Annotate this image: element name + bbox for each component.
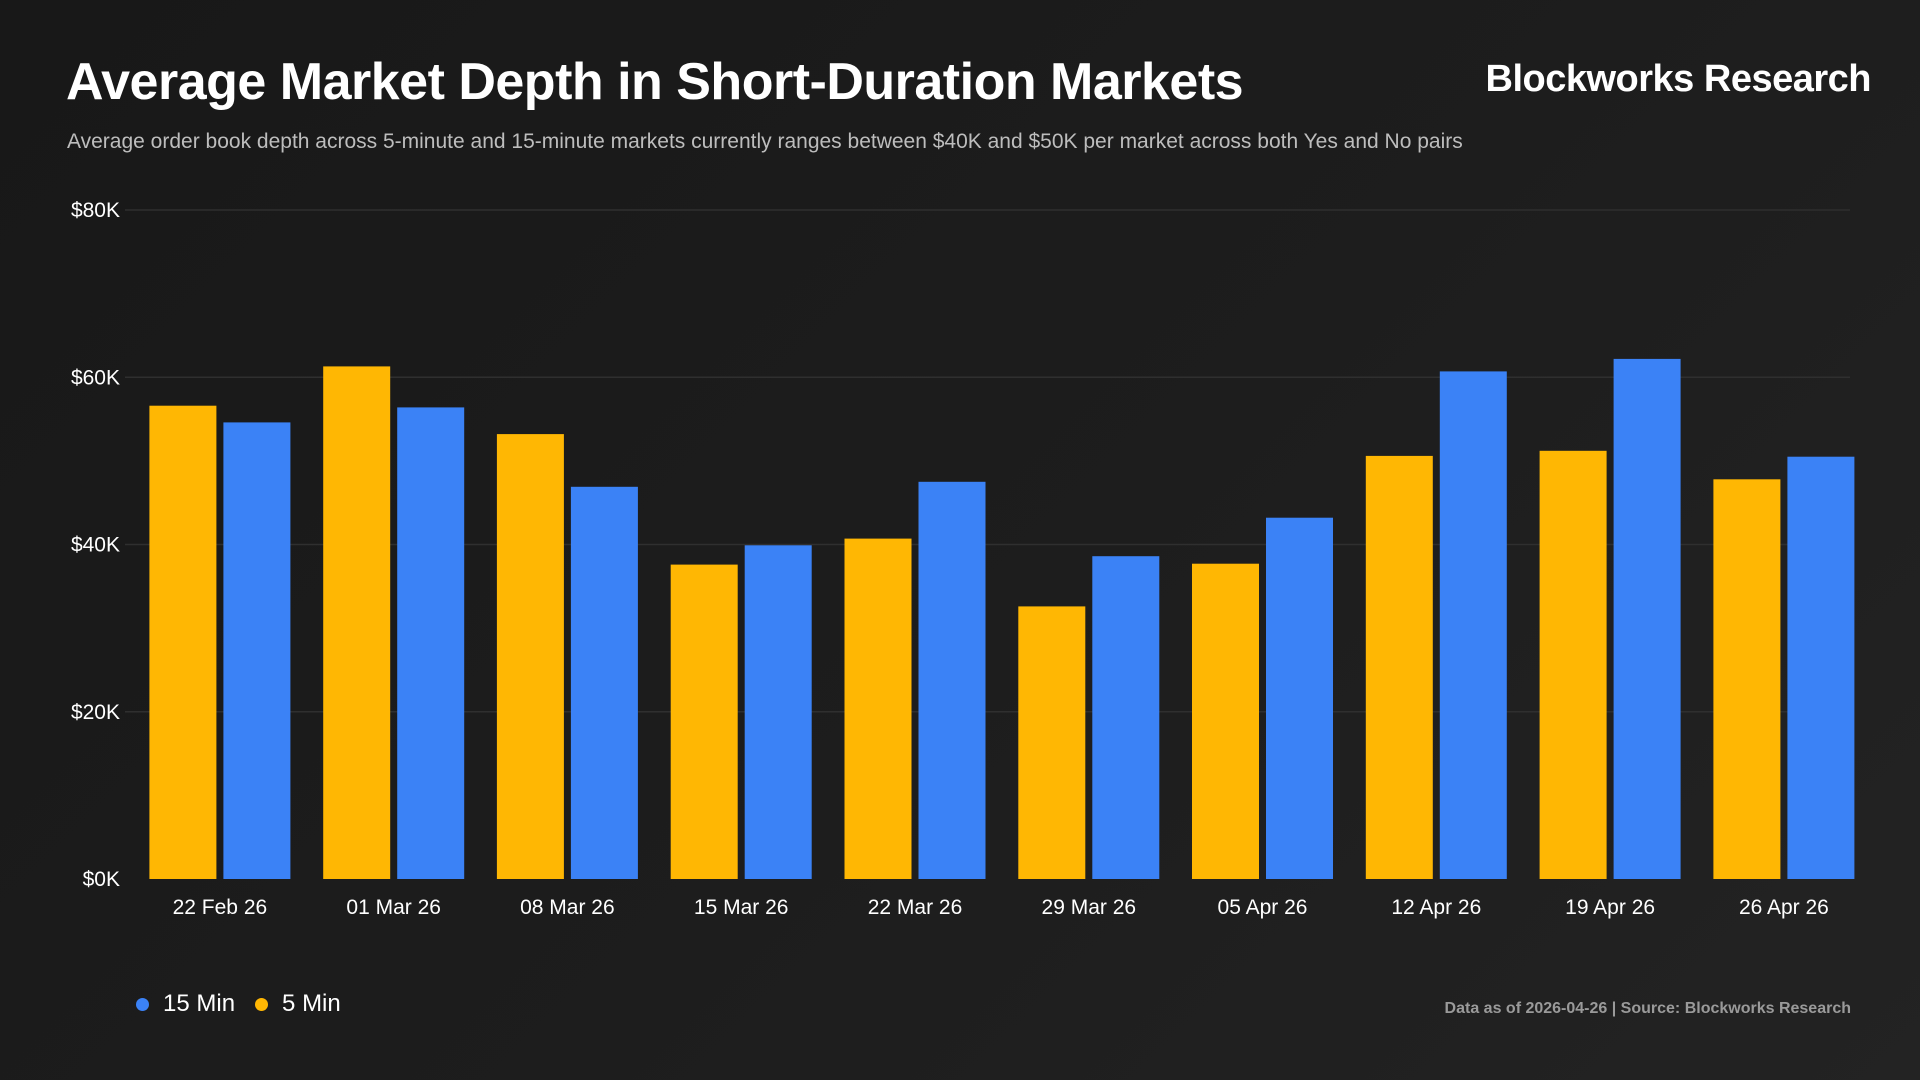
legend-item-15-min: 15 Min [136,990,235,1018]
x-tick-label: 26 Apr 26 [1739,896,1829,919]
legend: 15 Min 5 Min [136,990,341,1018]
bar-15-min [1266,517,1333,879]
x-tick-label: 22 Mar 26 [868,896,963,919]
x-tick-label: 01 Mar 26 [346,896,441,919]
chart-title: Average Market Depth in Short-Duration M… [66,53,1244,111]
bar-5-min [1365,455,1433,879]
x-axis-ticks: 22 Feb 26 01 Mar 26 08 Mar 26 15 Mar 26 22 M… [173,896,1829,919]
x-tick-label: 15 Mar 26 [694,896,789,919]
y-tick-label: $80K [71,199,120,222]
bar-15-min [570,486,638,879]
bars [149,358,1855,879]
bar-15-min [1092,556,1160,879]
y-tick-label: $60K [71,366,120,389]
bar-15-min [397,407,465,879]
y-tick-label: $0K [83,868,120,891]
brand-logo-text: Blockworks Research [1485,58,1872,100]
bar-15-min [1439,371,1507,879]
bar-5-min [1539,450,1607,879]
legend-swatch-15-min [136,997,149,1011]
x-tick-label: 22 Feb 26 [173,896,268,919]
x-tick-label: 05 Apr 26 [1218,896,1308,919]
chart-subtitle: Average order book depth across 5-minute… [67,130,1463,153]
bar-15-min [223,422,291,879]
bar-5-min [496,434,564,879]
bar-5-min [670,564,738,879]
bar-5-min [1192,563,1259,879]
y-tick-label: $40K [71,534,120,557]
bar-15-min [744,545,812,879]
legend-item-5-min: 5 Min [255,990,341,1018]
bar-15-min [1787,456,1855,879]
bar-5-min [323,366,391,879]
x-tick-label: 19 Apr 26 [1565,896,1655,919]
x-tick-label: 12 Apr 26 [1391,896,1481,919]
bar-5-min [844,538,912,879]
bar-15-min [918,481,986,879]
x-tick-label: 29 Mar 26 [1042,896,1137,919]
bar-15-min [1613,358,1681,879]
y-tick-label: $20K [71,701,120,724]
x-tick-label: 08 Mar 26 [520,896,615,919]
legend-label-5-min: 5 Min [282,990,341,1017]
bar-5-min [1713,479,1781,879]
bar-5-min [149,405,217,879]
bar-5-min [1018,606,1086,879]
source-footnote: Data as of 2026-04-26 | Source: Blockwor… [1444,1000,1851,1017]
y-axis-ticks: $0K $20K $40K $60K $80K [71,199,120,891]
legend-swatch-5-min [255,997,269,1011]
legend-label-15-min: 15 Min [163,990,236,1017]
